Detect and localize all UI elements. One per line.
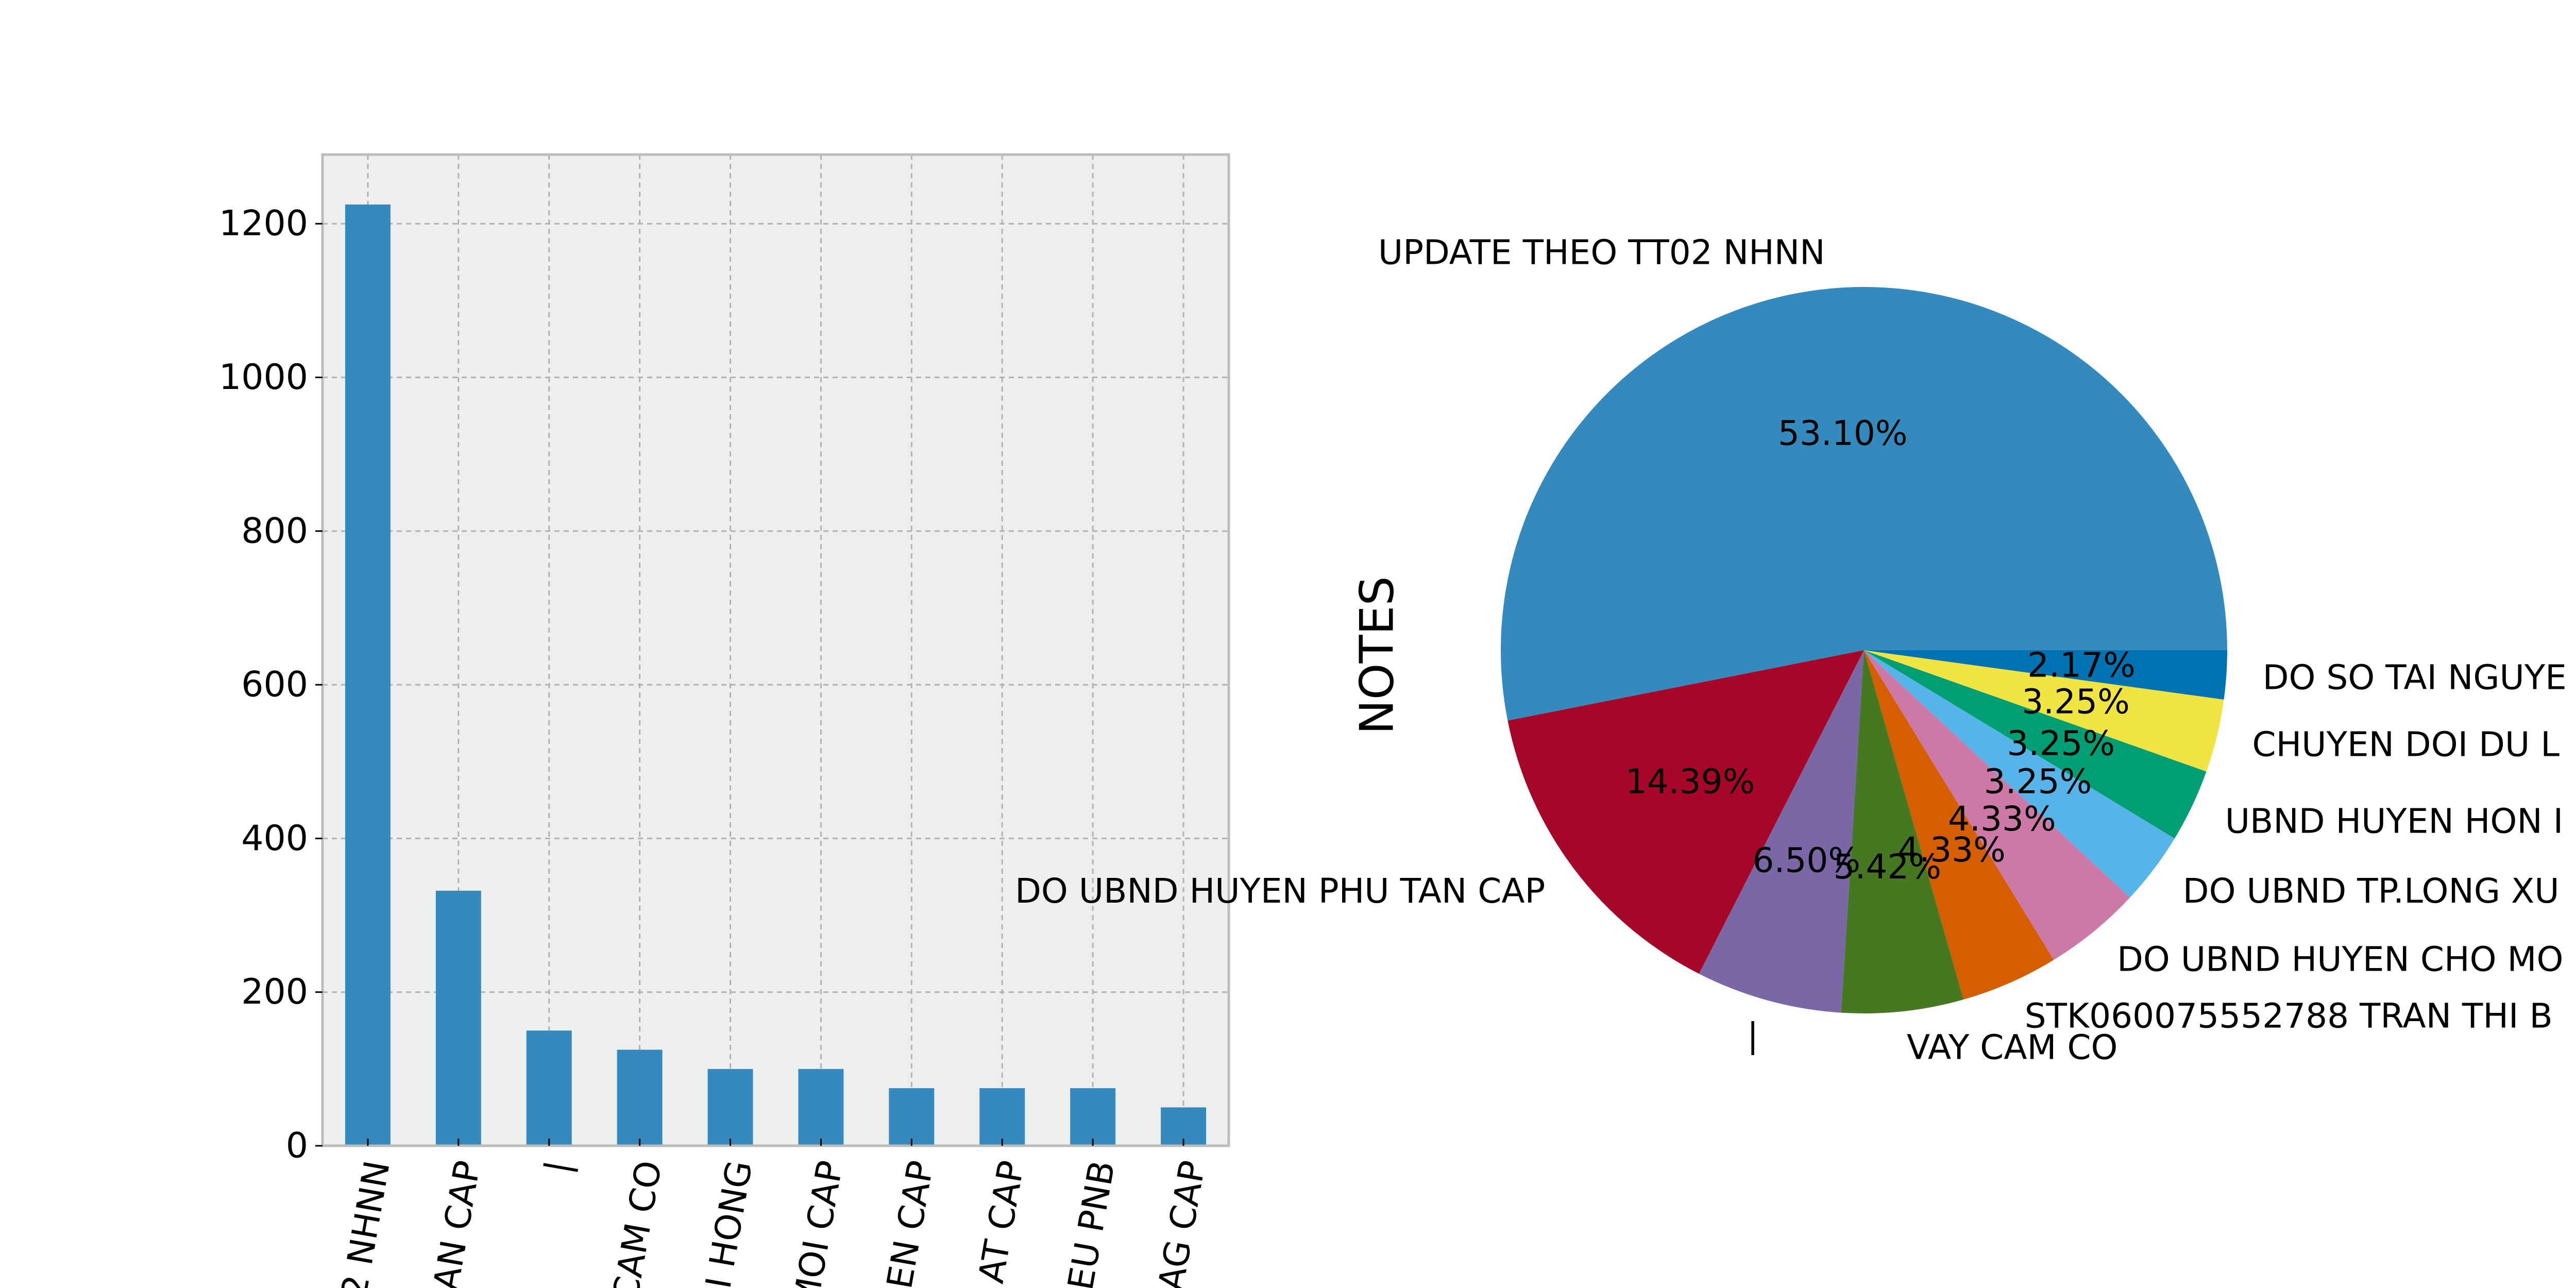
pie-percent-label: 2.17% <box>2027 645 2136 685</box>
bar <box>435 890 481 1146</box>
pie-chart: NOTES 53.10%14.39%6.50%5.42%4.33%4.33%3.… <box>1015 233 2567 1067</box>
bar <box>526 1030 572 1146</box>
bar <box>707 1069 753 1146</box>
pie-percent-label: 4.33% <box>1948 799 2056 839</box>
pie-slice-label: CHUYEN DOI DU L <box>2252 725 2560 765</box>
pie-slice <box>1500 286 2228 721</box>
pie-slice <box>1864 650 2130 960</box>
bar-y-tick-label: 400 <box>241 818 308 859</box>
pie-slice-label: | <box>1747 1015 1758 1055</box>
bar-series <box>345 204 1207 1146</box>
pie-slices <box>1500 286 2228 1013</box>
bar-y-axis: 0 200 400 600 800 1000 1200 <box>219 204 323 1166</box>
pie-slice-label: DO UBND HUYEN PHU TAN CAP <box>1015 871 1545 911</box>
pie-slice-label: DO SO TAI NGUYE <box>2263 657 2567 697</box>
bar-y-tick-label: 1000 <box>219 357 308 398</box>
pie-slice <box>1507 650 1864 974</box>
bar-y-tick-label: 0 <box>286 1126 308 1166</box>
pie-percent-labels: 53.10%14.39%6.50%5.42%4.33%4.33%3.25%3.2… <box>1625 414 2136 887</box>
pie-percent-label: 3.25% <box>2022 682 2130 721</box>
pie-slice-label: DO UBND TP.LONG XU <box>2183 871 2560 911</box>
bar <box>979 1088 1025 1146</box>
pie-percent-label: 3.25% <box>2007 724 2115 764</box>
bar-y-tick-label: 800 <box>241 511 308 551</box>
pie-slice-label: STK060075552788 TRAN THI B <box>2025 996 2553 1036</box>
bar-plot-frame <box>321 153 1230 1147</box>
pie-ylabel: NOTES <box>1350 576 1404 734</box>
pie-slice-labels: UPDATE THEO TT02 NHNN DO UBND HUYEN PHU T… <box>1015 233 2567 1067</box>
pie-slice <box>1841 650 1964 1013</box>
pie-slice <box>1864 650 2207 839</box>
bar <box>798 1069 844 1146</box>
pie-percent-label: 6.50% <box>1752 840 1860 880</box>
pie-percent-label: 3.25% <box>1984 761 2092 801</box>
pie-percent-label: 14.39% <box>1625 762 1755 802</box>
bar <box>345 204 391 1146</box>
bar-y-tick-label: 200 <box>241 972 308 1012</box>
pie-slice-label: VAY CAM CO <box>1907 1028 2117 1067</box>
pie-slice-label: DO UBND HUYEN CHO MO <box>2117 940 2563 979</box>
pie-percent-label: 5.42% <box>1833 847 1941 887</box>
bar <box>889 1088 935 1146</box>
pie-slice <box>1864 650 2227 700</box>
pie-slice-label: UBND HUYEN HON I <box>2225 802 2563 841</box>
pie-slice <box>1864 650 2054 1000</box>
bar <box>617 1049 663 1146</box>
pie-slice <box>1864 650 2224 772</box>
pie-percent-label: 4.33% <box>1897 830 2006 870</box>
pie-slice <box>1864 650 2175 898</box>
pie-percent-label: 53.10% <box>1778 414 1908 453</box>
bar-y-tick-label: 600 <box>241 665 308 705</box>
bar-y-tick-label: 1200 <box>219 204 308 244</box>
pie-slice-label: UPDATE THEO TT02 NHNN <box>1378 233 1825 273</box>
pie-slice <box>1699 650 1864 1013</box>
bar <box>1070 1088 1116 1146</box>
